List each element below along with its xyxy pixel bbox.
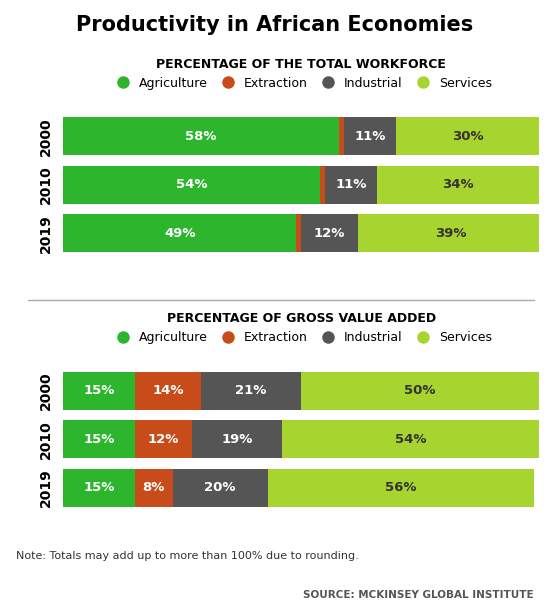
Text: Productivity in African Economies: Productivity in African Economies — [76, 15, 474, 35]
Text: 21%: 21% — [235, 384, 267, 398]
Bar — [63, 215, 296, 252]
Bar — [296, 215, 301, 252]
Bar — [63, 372, 135, 410]
Text: 30%: 30% — [452, 130, 483, 143]
Legend: Agriculture, Extraction, Industrial, Services: Agriculture, Extraction, Industrial, Ser… — [105, 72, 497, 95]
Text: 54%: 54% — [176, 178, 207, 191]
Bar — [192, 421, 282, 458]
Bar — [396, 118, 539, 155]
Text: SOURCE: MCKINSEY GLOBAL INSTITUTE: SOURCE: MCKINSEY GLOBAL INSTITUTE — [303, 590, 534, 600]
Bar — [344, 118, 396, 155]
Text: Note: Totals may add up to more than 100% due to rounding.: Note: Totals may add up to more than 100… — [16, 551, 359, 562]
Text: 34%: 34% — [442, 178, 474, 191]
Bar — [320, 166, 325, 204]
Bar — [135, 372, 201, 410]
Title: PERCENTAGE OF THE TOTAL WORKFORCE: PERCENTAGE OF THE TOTAL WORKFORCE — [156, 58, 446, 71]
Text: 14%: 14% — [152, 384, 184, 398]
Bar — [325, 166, 377, 204]
Text: 15%: 15% — [83, 433, 114, 446]
Bar — [377, 166, 539, 204]
Text: 11%: 11% — [336, 178, 367, 191]
Text: 58%: 58% — [185, 130, 217, 143]
Bar — [63, 166, 320, 204]
Text: 12%: 12% — [147, 433, 179, 446]
Text: 50%: 50% — [404, 384, 436, 398]
Bar — [339, 118, 344, 155]
Text: 49%: 49% — [164, 227, 196, 240]
Bar — [63, 469, 135, 507]
Text: 11%: 11% — [354, 130, 386, 143]
Bar — [63, 118, 339, 155]
Text: 8%: 8% — [142, 481, 165, 494]
Bar — [135, 421, 192, 458]
Text: 19%: 19% — [221, 433, 252, 446]
Bar — [358, 215, 544, 252]
Bar — [201, 372, 301, 410]
Bar — [135, 469, 173, 507]
Text: 54%: 54% — [395, 433, 426, 446]
Text: 56%: 56% — [386, 481, 417, 494]
Text: 15%: 15% — [83, 481, 114, 494]
Bar — [301, 215, 358, 252]
Bar — [301, 372, 539, 410]
Legend: Agriculture, Extraction, Industrial, Services: Agriculture, Extraction, Industrial, Ser… — [105, 327, 497, 349]
Text: 20%: 20% — [205, 481, 236, 494]
Bar — [282, 421, 539, 458]
Text: 12%: 12% — [314, 227, 345, 240]
Bar — [268, 469, 534, 507]
Text: 39%: 39% — [435, 227, 467, 240]
Title: PERCENTAGE OF GROSS VALUE ADDED: PERCENTAGE OF GROSS VALUE ADDED — [167, 312, 436, 325]
Bar — [173, 469, 268, 507]
Bar — [63, 421, 135, 458]
Text: 15%: 15% — [83, 384, 114, 398]
